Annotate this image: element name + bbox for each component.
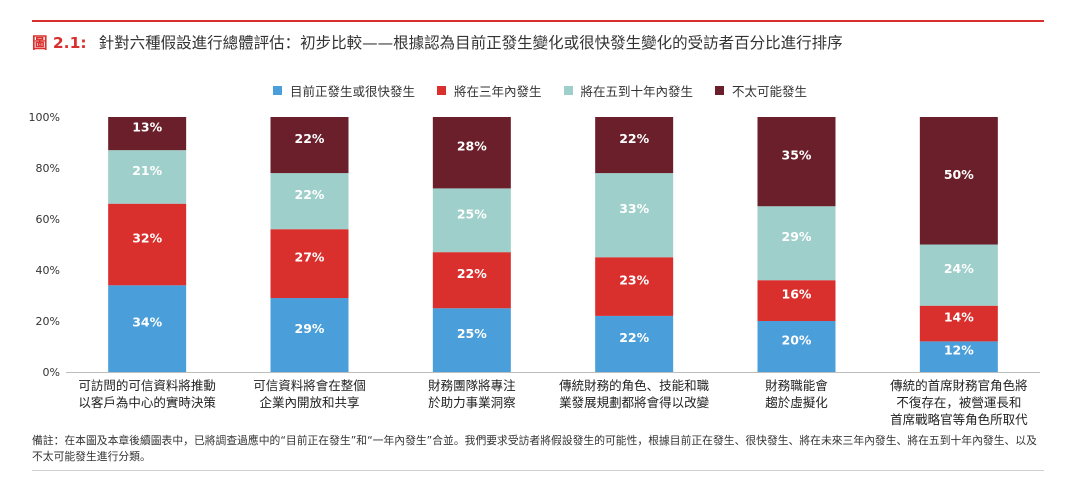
bar-segment — [919, 341, 998, 372]
bar-segment — [432, 188, 511, 253]
data-label: 25% — [457, 326, 487, 341]
bar-segment — [757, 280, 836, 321]
bar-segment — [595, 257, 674, 316]
chart-legend: 目前正發生或很快發生 將在三年內發生 將在五到十年內發生 不太可能發生 — [0, 81, 1080, 100]
bar-segment — [919, 244, 998, 306]
x-tick-label: 業發展規劃都將會得以改變 — [559, 395, 710, 410]
bar-segment — [432, 308, 511, 372]
legend-item-five-ten-years: 將在五到十年內發生 — [563, 81, 694, 100]
bar-segment — [595, 117, 674, 174]
bar-segment — [432, 252, 511, 309]
bar-segment — [270, 298, 349, 372]
data-label: 29% — [295, 321, 325, 336]
data-label: 32% — [132, 231, 162, 246]
bar-segment — [108, 150, 187, 204]
bar-segment — [757, 117, 836, 207]
data-label: 14% — [944, 310, 974, 325]
legend-label-three-years: 將在三年內發生 — [453, 84, 542, 99]
data-label: 23% — [619, 273, 649, 288]
legend-swatch-five-ten-years — [563, 86, 573, 95]
bottom-rule — [32, 470, 1044, 471]
x-tick-label: 可信資料將會在整個 — [253, 378, 366, 393]
bar-segment — [919, 305, 998, 342]
legend-swatch-now — [272, 86, 282, 95]
data-label: 29% — [782, 229, 812, 244]
y-tick-label: 100% — [29, 111, 60, 124]
bar-segment — [919, 117, 998, 245]
data-label: 22% — [457, 266, 487, 281]
y-tick-label: 0% — [43, 366, 60, 379]
x-tick-label: 可訪問的可信資料將推動 — [78, 378, 216, 393]
data-label: 20% — [782, 333, 812, 348]
bar-segment — [432, 117, 511, 189]
y-tick-label: 20% — [36, 315, 60, 328]
bar-segment — [108, 203, 187, 286]
x-tick-label: 趨於虛擬化 — [765, 395, 828, 410]
legend-item-three-years: 將在三年內發生 — [436, 81, 542, 100]
data-label: 27% — [295, 250, 325, 265]
bar-segment — [270, 117, 349, 174]
x-tick-label: 於助力事業洞察 — [428, 395, 516, 410]
x-tick-label: 財務職能會 — [765, 378, 828, 393]
data-label: 35% — [782, 148, 812, 163]
data-label: 22% — [619, 330, 649, 345]
data-label: 13% — [132, 120, 162, 135]
legend-label-now: 目前正發生或很快發生 — [289, 84, 415, 99]
data-label: 21% — [132, 163, 162, 178]
y-tick-label: 60% — [36, 213, 60, 226]
bar-segment — [108, 117, 187, 151]
x-tick-label: 不復存在，被營運長和 — [896, 395, 1021, 410]
footnote: 備註：在本圖及本章後續圖表中，已將調查過應中的“目前正在發生”和“一年內發生”合… — [32, 434, 1037, 463]
bar-segment — [757, 321, 836, 372]
legend-swatch-three-years — [436, 86, 446, 95]
bar-segment — [108, 285, 187, 372]
y-tick-label: 80% — [36, 162, 60, 175]
data-label: 22% — [619, 131, 649, 146]
x-tick-label: 首席戰略官等角色所取代 — [890, 412, 1028, 427]
x-tick-label: 傳統財務的角色、技能和職 — [559, 378, 710, 393]
data-label: 25% — [457, 206, 487, 221]
bar-segment — [270, 229, 349, 299]
bar-segment — [595, 173, 674, 258]
data-label: 24% — [944, 261, 974, 276]
y-tick-label: 40% — [36, 264, 60, 277]
data-label: 22% — [295, 187, 325, 202]
data-label: 12% — [944, 343, 974, 358]
data-label: 50% — [944, 167, 974, 182]
data-label: 33% — [619, 201, 649, 216]
figure-label: 圖 2.1: — [32, 34, 87, 52]
data-label: 16% — [782, 287, 812, 302]
x-tick-label: 傳統的首席財務官角色將 — [890, 378, 1028, 393]
x-tick-label: 以客戶為中心的實時決策 — [78, 395, 216, 410]
data-label: 22% — [295, 131, 325, 146]
legend-item-now: 目前正發生或很快發生 — [272, 81, 415, 100]
x-tick-label: 企業內開放和共享 — [259, 395, 359, 410]
x-tick-label: 財務團隊將專注 — [428, 378, 516, 393]
legend-swatch-unlikely — [715, 86, 725, 95]
figure-title-text: 針對六種假設進行總體評估：初步比較——根據認為目前正發生變化或很快發生變化的受訪… — [98, 34, 843, 52]
legend-item-unlikely: 不太可能發生 — [715, 81, 807, 100]
data-label: 34% — [132, 315, 162, 330]
figure-title: 圖 2.1: 針對六種假設進行總體評估：初步比較——根據認為目前正發生變化或很快發… — [32, 31, 843, 53]
legend-label-five-ten-years: 將在五到十年內發生 — [580, 84, 694, 99]
bar-segment — [595, 315, 674, 372]
bar-segment — [270, 173, 349, 230]
data-label: 28% — [457, 139, 487, 154]
legend-label-unlikely: 不太可能發生 — [732, 84, 808, 99]
top-rule — [32, 20, 1044, 22]
bar-segment — [757, 206, 836, 281]
